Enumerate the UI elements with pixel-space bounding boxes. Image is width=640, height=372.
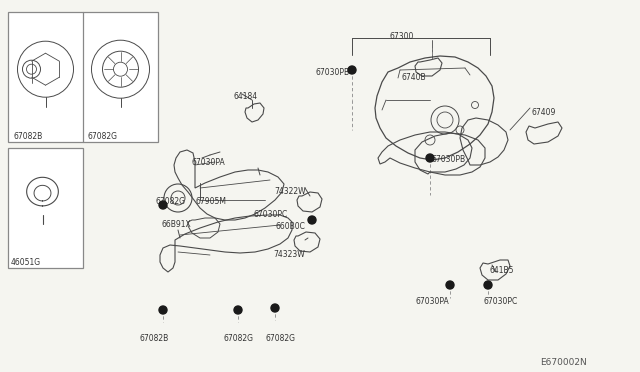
Text: 74323W: 74323W xyxy=(273,250,305,259)
Text: 67030PC: 67030PC xyxy=(483,297,517,306)
Text: 64184: 64184 xyxy=(234,92,258,101)
Text: 67030PB: 67030PB xyxy=(432,155,466,164)
Circle shape xyxy=(446,281,454,289)
Circle shape xyxy=(308,216,316,224)
Text: 67905M: 67905M xyxy=(196,197,227,206)
Text: 67082G: 67082G xyxy=(156,197,186,206)
Circle shape xyxy=(271,304,279,312)
Text: 67300: 67300 xyxy=(390,32,414,41)
Text: 641B5: 641B5 xyxy=(490,266,515,275)
Circle shape xyxy=(159,201,167,209)
Circle shape xyxy=(159,306,167,314)
Text: 74322W: 74322W xyxy=(274,187,306,196)
Circle shape xyxy=(484,281,492,289)
Circle shape xyxy=(234,306,242,314)
Text: 67409: 67409 xyxy=(532,108,556,117)
Text: 67030PA: 67030PA xyxy=(192,158,226,167)
Text: 67082G: 67082G xyxy=(224,334,254,343)
Text: 46051G: 46051G xyxy=(11,258,41,267)
Text: 67030PC: 67030PC xyxy=(254,210,288,219)
Text: 67082B: 67082B xyxy=(13,132,42,141)
Text: 66B91X: 66B91X xyxy=(162,220,192,229)
Text: 6740B: 6740B xyxy=(402,73,427,82)
Text: 67030PB: 67030PB xyxy=(316,68,350,77)
Circle shape xyxy=(426,154,434,162)
Bar xyxy=(8,12,158,142)
Text: 67082B: 67082B xyxy=(140,334,169,343)
Circle shape xyxy=(348,66,356,74)
Text: E670002N: E670002N xyxy=(540,358,587,367)
Bar xyxy=(8,148,83,268)
Text: 67082G: 67082G xyxy=(88,132,118,141)
Text: 67082G: 67082G xyxy=(266,334,296,343)
Text: 67030PA: 67030PA xyxy=(415,297,449,306)
Text: 660B0C: 660B0C xyxy=(276,222,306,231)
